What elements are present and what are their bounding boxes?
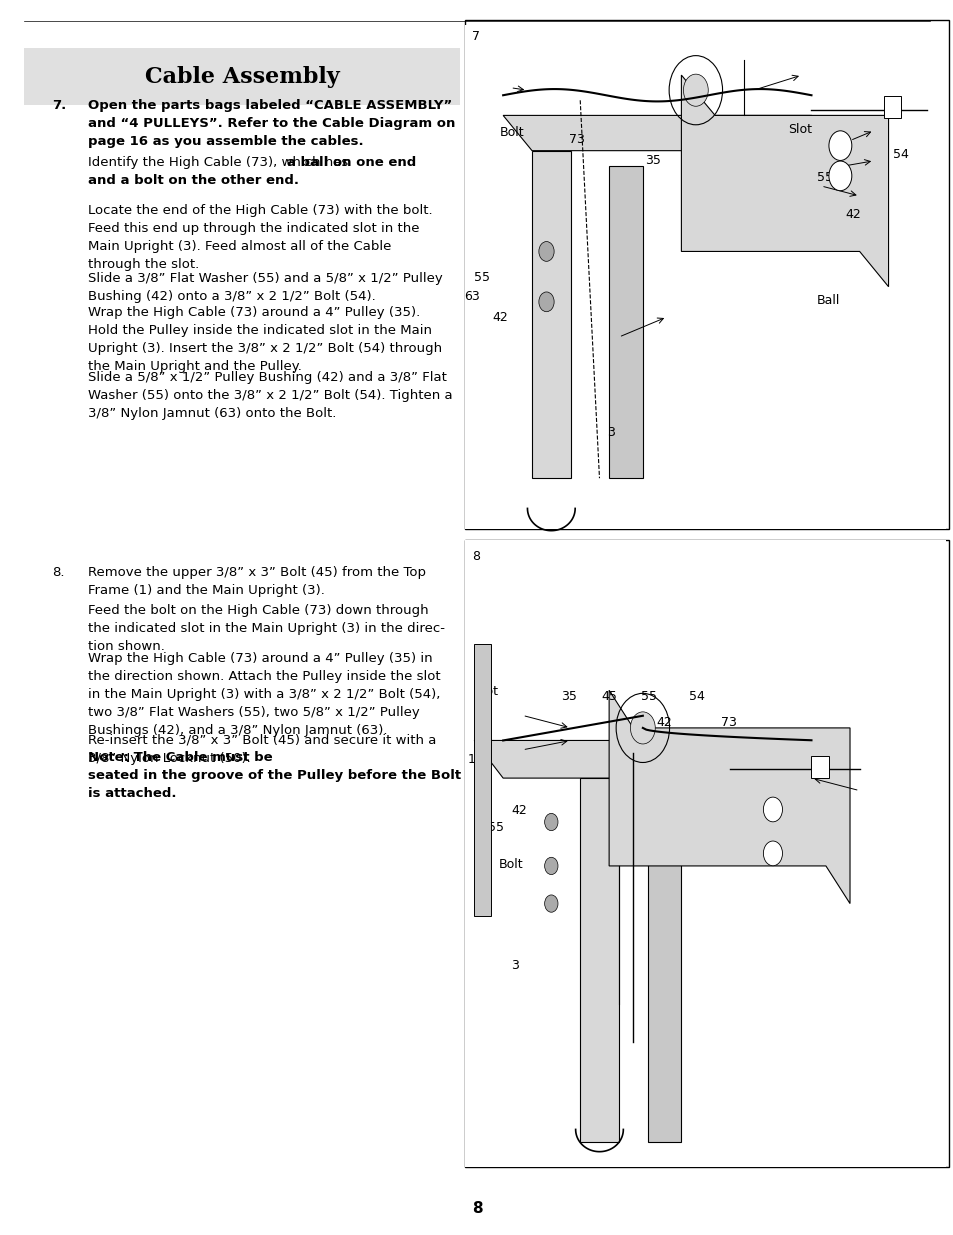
Text: Slot: Slot (787, 124, 811, 136)
Text: Ball: Ball (816, 294, 840, 306)
Polygon shape (532, 151, 570, 478)
Text: 8: 8 (471, 1202, 482, 1216)
Text: Re-insert the 3/8” x 3” Bolt (45) and secure it with a
3/8” Nylon Locknut (50).: Re-insert the 3/8” x 3” Bolt (45) and se… (88, 734, 436, 764)
Circle shape (544, 895, 558, 913)
Circle shape (544, 857, 558, 874)
Text: Wrap the High Cable (73) around a 4” Pulley (35) in
the direction shown. Attach : Wrap the High Cable (73) around a 4” Pul… (88, 652, 440, 737)
Text: 73: 73 (568, 133, 584, 146)
Text: 1: 1 (467, 753, 475, 766)
Text: 7: 7 (472, 30, 479, 43)
Bar (464, 20, 948, 529)
Text: Bolt: Bolt (498, 858, 523, 871)
Text: Slide a 5/8” x 1/2” Pulley Bushing (42) and a 3/8” Flat
Washer (55) onto the 3/8: Slide a 5/8” x 1/2” Pulley Bushing (42) … (88, 370, 452, 420)
Polygon shape (502, 115, 840, 151)
Polygon shape (579, 778, 618, 1142)
Text: Cable Assembly: Cable Assembly (145, 65, 339, 88)
Text: 73: 73 (720, 716, 737, 729)
Circle shape (630, 711, 655, 743)
Text: 42: 42 (844, 209, 861, 221)
Polygon shape (608, 165, 642, 478)
Text: 8: 8 (472, 550, 479, 563)
Text: 54: 54 (688, 690, 704, 703)
Bar (474, 645, 491, 916)
Text: Bolt: Bolt (499, 126, 524, 138)
Text: 42: 42 (656, 716, 672, 729)
Text: Feed the bolt on the High Cable (73) down through
the indicated slot in the Main: Feed the bolt on the High Cable (73) dow… (88, 604, 444, 653)
Text: Open the parts bags labeled “CABLE ASSEMBLY”
and “4 PULLEYS”. Refer to the Cable: Open the parts bags labeled “CABLE ASSEM… (88, 99, 455, 148)
Text: Wrap the High Cable (73) around a 4” Pulley (35).
Hold the Pulley inside the ind: Wrap the High Cable (73) around a 4” Pul… (88, 306, 441, 373)
Text: Remove the upper 3/8” x 3” Bolt (45) from the Top
Frame (1) and the Main Upright: Remove the upper 3/8” x 3” Bolt (45) fro… (88, 566, 425, 597)
Polygon shape (608, 690, 849, 904)
Circle shape (828, 131, 851, 161)
Text: 42: 42 (492, 311, 508, 324)
Text: 55: 55 (640, 690, 657, 703)
Polygon shape (680, 75, 887, 287)
Text: Locate the end of the High Cable (73) with the bolt.
Feed this end up through th: Locate the end of the High Cable (73) wi… (88, 204, 432, 270)
Text: 35: 35 (644, 154, 660, 167)
Polygon shape (647, 790, 680, 1142)
Circle shape (682, 74, 707, 106)
Text: 63: 63 (464, 290, 480, 303)
Bar (24, 48, 459, 105)
Text: 55: 55 (816, 172, 832, 184)
Bar (464, 540, 948, 1167)
Text: 42: 42 (511, 804, 527, 816)
Text: Slot: Slot (474, 685, 497, 698)
Text: Note: The Cable must be
seated in the groove of the Pulley before the Bolt
is at: Note: The Cable must be seated in the gr… (88, 751, 460, 800)
Circle shape (538, 291, 554, 311)
Text: 45: 45 (600, 690, 617, 703)
Text: 3: 3 (511, 960, 518, 972)
Circle shape (544, 814, 558, 831)
Bar (882, 95, 900, 117)
Text: 54: 54 (892, 148, 908, 161)
Text: and a bolt on the other end.: and a bolt on the other end. (88, 173, 298, 186)
Text: 7.: 7. (52, 99, 67, 112)
Text: 35: 35 (560, 690, 577, 703)
Text: Identify the High Cable (73), which has: Identify the High Cable (73), which has (88, 156, 352, 169)
Text: 8.: 8. (52, 566, 65, 579)
Circle shape (762, 797, 781, 821)
Bar (464, 540, 945, 1167)
Text: 3: 3 (606, 426, 614, 438)
Circle shape (828, 161, 851, 190)
Text: 55: 55 (488, 821, 504, 834)
Text: a ball on one end: a ball on one end (88, 156, 416, 169)
Bar (811, 756, 828, 778)
Polygon shape (474, 741, 806, 778)
Circle shape (538, 242, 554, 262)
Text: 55: 55 (474, 272, 490, 284)
Text: 63: 63 (474, 787, 490, 799)
Circle shape (762, 841, 781, 866)
Bar (464, 25, 945, 529)
Text: Identify the High Cable (73), which has 
bold
end and a bolt on the other end.: Identify the High Cable (73), which has … (88, 156, 352, 205)
Text: Slide a 3/8” Flat Washer (55) and a 5/8” x 1/2” Pulley
Bushing (42) onto a 3/8” : Slide a 3/8” Flat Washer (55) and a 5/8”… (88, 272, 442, 303)
Text: 50: 50 (474, 710, 490, 722)
